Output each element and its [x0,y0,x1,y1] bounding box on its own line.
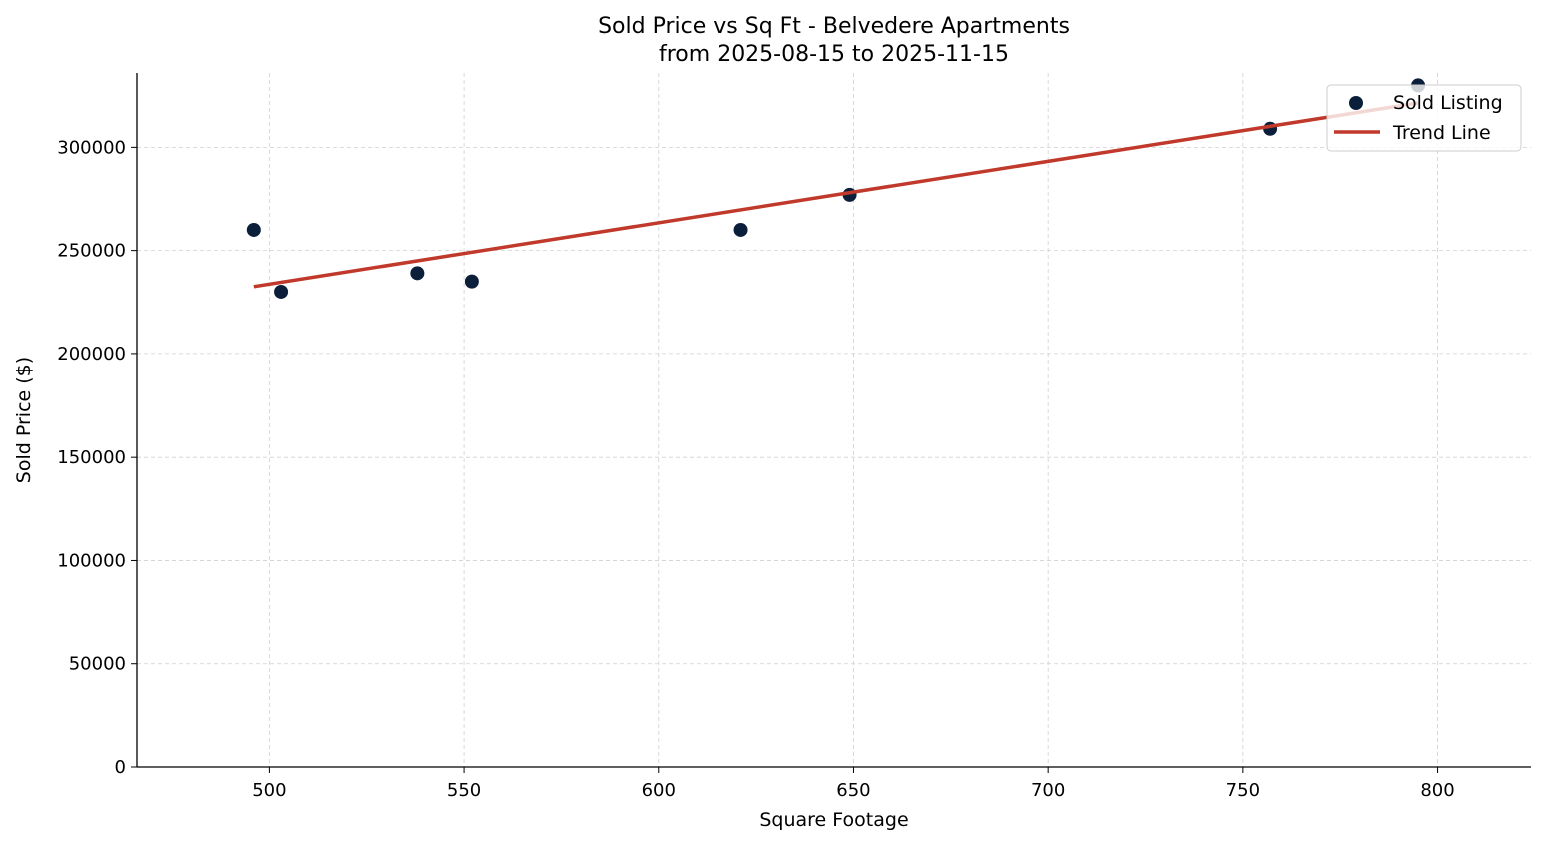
y-tick-label: 100000 [57,550,126,571]
grid [137,73,1531,767]
data-point [274,284,289,299]
y-tick-label: 250000 [57,241,126,262]
x-tick-label: 700 [1031,780,1065,801]
marks [246,78,1426,299]
data-point [246,222,261,237]
trend-line [253,101,1419,289]
ticks: 500 550 600 650 700 750 800 0 50000 100000 150000 2… [57,137,1454,801]
data-point [464,274,479,289]
y-tick-label: 300000 [57,137,126,158]
y-tick-label: 150000 [57,447,126,468]
legend-label-sold-listing: Sold Listing [1393,92,1503,114]
x-axis-label: Square Footage [759,809,908,831]
y-tick-label: 50000 [69,654,126,675]
x-tick-label: 550 [447,780,481,801]
legend: Sold Listing Trend Line [1326,84,1522,152]
y-tick-label: 200000 [57,344,126,365]
y-tick-label: 0 [115,757,126,778]
data-point [733,222,748,237]
x-tick-label: 650 [836,780,870,801]
legend-label-trend-line: Trend Line [1392,122,1491,144]
x-tick-label: 600 [642,780,676,801]
data-point [410,266,425,281]
x-tick-label: 500 [252,780,286,801]
legend-marker-sold-listing [1349,96,1363,110]
chart-title: Sold Price vs Sq Ft - Belvedere Apartmen… [598,14,1070,39]
y-axis-label: Sold Price ($) [13,357,35,483]
x-tick-label: 800 [1420,780,1454,801]
legend-box [1326,84,1522,152]
x-tick-label: 750 [1226,780,1260,801]
chart-subtitle: from 2025-08-15 to 2025-11-15 [659,42,1009,67]
